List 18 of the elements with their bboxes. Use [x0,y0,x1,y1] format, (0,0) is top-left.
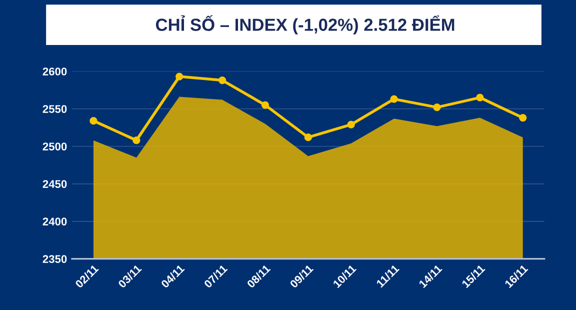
point [176,72,184,80]
point [304,134,312,142]
point [519,114,527,122]
y-tick-label: 2600 [42,68,67,76]
y-tick-label: 2400 [42,218,67,226]
y-tick-label: 2550 [42,105,67,113]
point [218,76,226,84]
point [132,136,140,144]
point [390,95,398,103]
point [433,103,441,112]
y-tick-label: 2450 [42,180,67,188]
y-tick-label: 2500 [42,142,67,150]
chart-title: CHỈ SỐ – INDEX (-1,02%) 2.512 ĐIỂM [156,15,454,34]
point [90,116,98,125]
point [476,94,484,102]
point [261,101,270,109]
y-tick-label: 2350 [42,255,67,263]
point [347,120,355,128]
